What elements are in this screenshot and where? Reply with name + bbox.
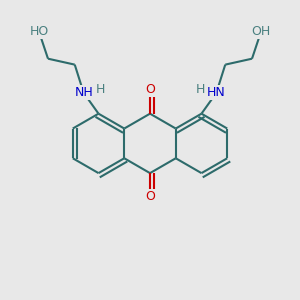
Text: HO: HO (29, 26, 49, 38)
Text: OH: OH (251, 26, 271, 38)
Text: NH: NH (74, 86, 93, 99)
Text: H: H (195, 83, 205, 96)
Text: O: O (145, 190, 155, 203)
Text: HN: HN (207, 86, 226, 99)
Text: H: H (95, 83, 105, 96)
Text: O: O (145, 83, 155, 96)
